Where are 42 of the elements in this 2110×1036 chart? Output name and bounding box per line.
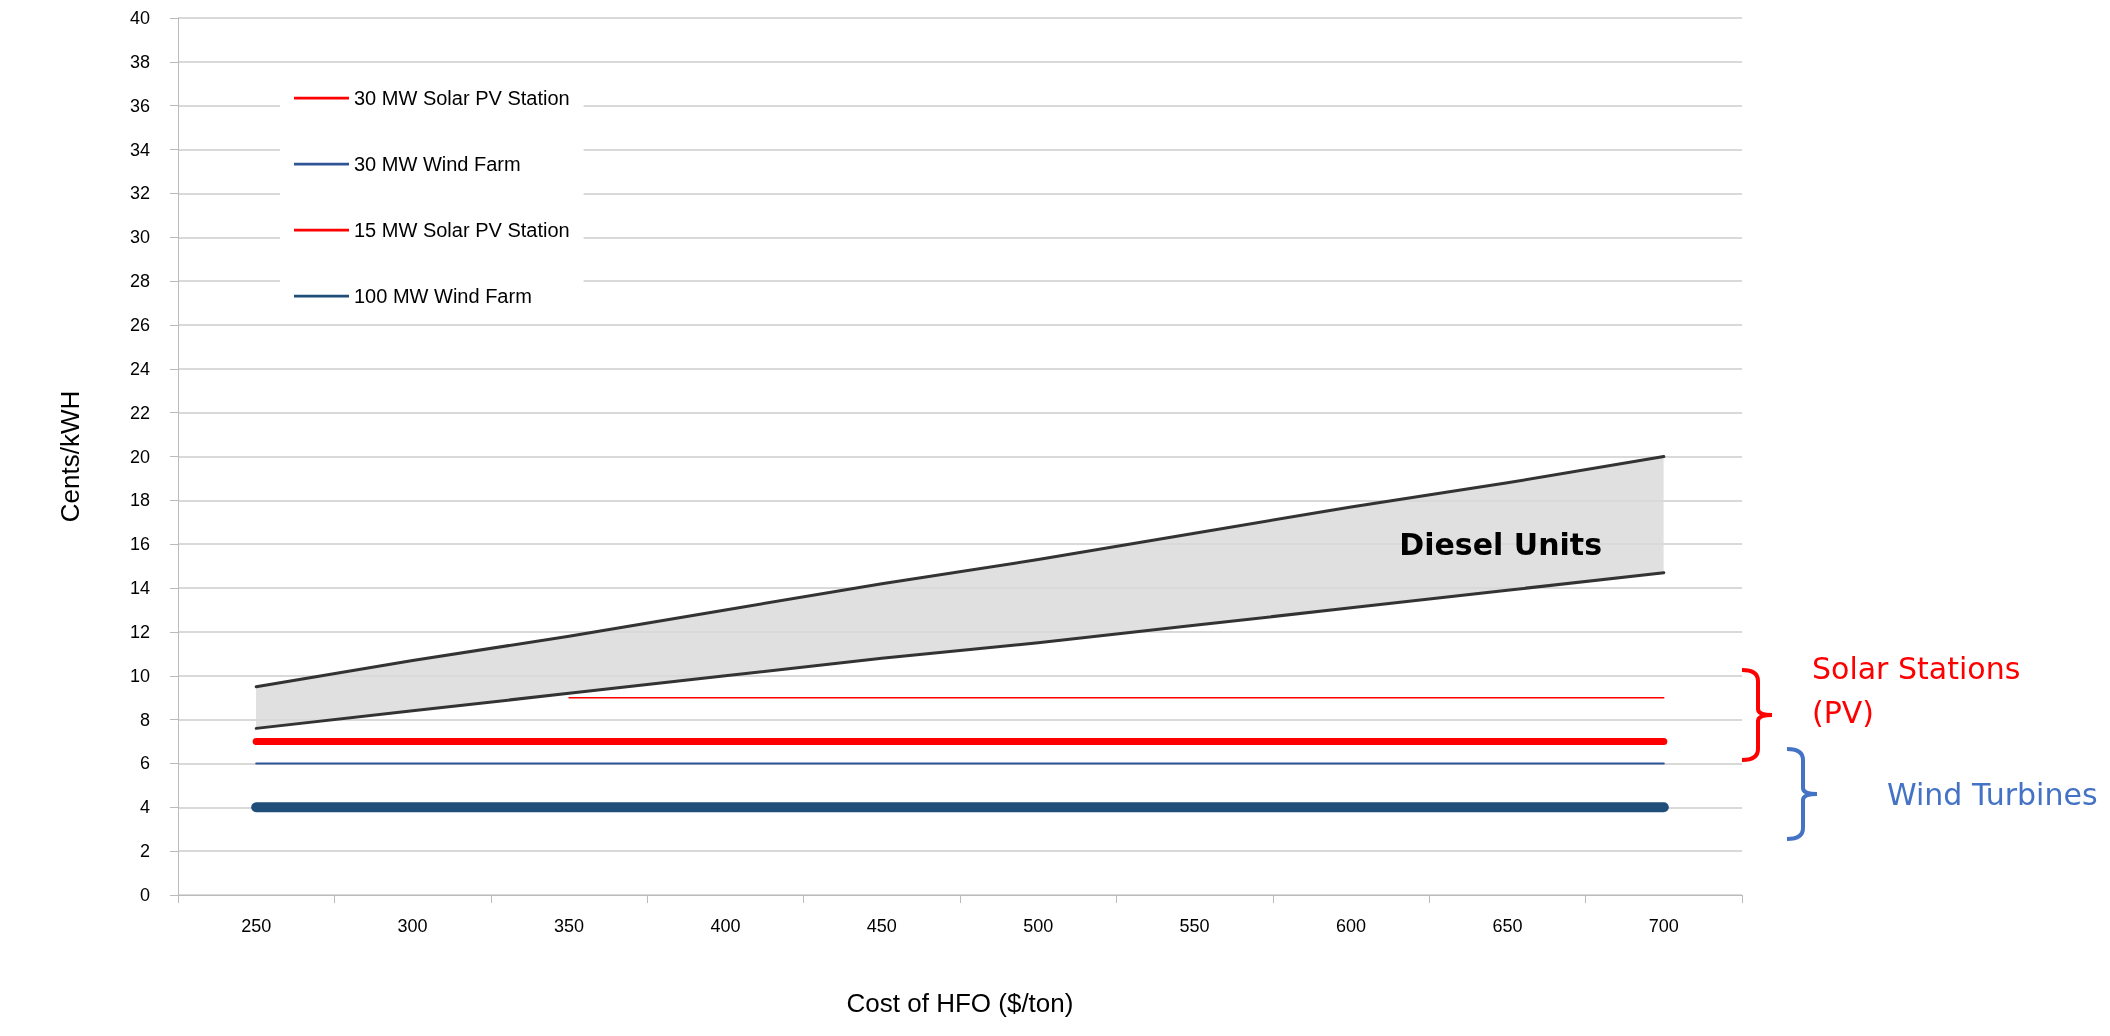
x-tick-label: 650 bbox=[1492, 916, 1523, 936]
y-tick-label: 12 bbox=[129, 621, 150, 642]
line-series bbox=[254, 455, 1666, 689]
x-axis-title: Cost of HFO ($/ton) bbox=[846, 988, 1074, 1018]
y-tick-label: 8 bbox=[139, 709, 150, 730]
y-tick-label: 38 bbox=[129, 51, 150, 72]
y-tick-label: 4 bbox=[139, 797, 150, 818]
line-series bbox=[254, 571, 1666, 730]
x-tick-label: 350 bbox=[553, 916, 585, 936]
y-axis-title: Cents/kWH bbox=[55, 390, 85, 523]
x-tick-label: 500 bbox=[1023, 916, 1054, 936]
legend-label: 30 MW Wind Farm bbox=[354, 153, 521, 175]
x-tick-label: 700 bbox=[1648, 916, 1679, 936]
text: Wind Turbines bbox=[1887, 776, 2098, 812]
x-tick-label: 300 bbox=[397, 916, 428, 936]
text: Solar Stations (PV) bbox=[1812, 650, 2021, 730]
y-tick-label: 14 bbox=[129, 578, 150, 599]
x-tick-label: 400 bbox=[710, 916, 741, 936]
y-tick-label: 0 bbox=[139, 885, 150, 905]
y-tick-label: 26 bbox=[129, 314, 150, 335]
x-tick-label: 250 bbox=[241, 916, 272, 936]
y-tick-label: 6 bbox=[139, 753, 150, 774]
y-tick-label: 20 bbox=[129, 446, 150, 467]
legend-label: 100 MW Wind Farm bbox=[354, 285, 532, 307]
y-tick-label: 40 bbox=[129, 8, 150, 28]
y-tick-label: 24 bbox=[129, 358, 150, 379]
legend-label: 30 MW Solar PV Station bbox=[354, 87, 570, 109]
y-tick-label: 30 bbox=[129, 227, 150, 248]
x-tick-label: 600 bbox=[1335, 916, 1367, 936]
y-tick-label: 22 bbox=[129, 402, 150, 423]
legend-label: 15 MW Solar PV Station bbox=[354, 219, 570, 241]
y-tick-label: 16 bbox=[129, 534, 150, 555]
y-tick-label: 36 bbox=[129, 95, 150, 116]
y-tick-label: 10 bbox=[129, 665, 150, 686]
y-tick-label: 2 bbox=[139, 841, 150, 862]
y-tick-label: 28 bbox=[129, 271, 150, 292]
x-tick-label: 550 bbox=[1179, 916, 1210, 936]
y-tick-label: 32 bbox=[129, 183, 150, 204]
y-tick-label: 18 bbox=[129, 490, 150, 511]
x-tick-label: 450 bbox=[866, 916, 897, 936]
y-tick-label: 34 bbox=[129, 139, 150, 160]
annotation: Diesel Units bbox=[1399, 526, 1602, 562]
